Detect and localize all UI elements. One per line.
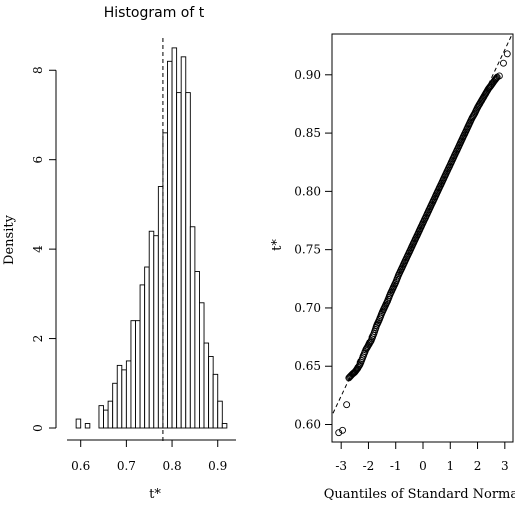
qq-point [491,76,499,84]
histogram-bar [75,418,82,429]
qq-y-axis: 0.60 0.65 0.70 0.75 0.80 0.85 0.90 [294,68,332,432]
histogram-bar [203,342,210,429]
histogram-y-axis-label: Density [2,214,17,265]
qq-point [492,75,500,83]
histogram-bar [107,400,114,429]
qq-y-tick-label: 0.85 [294,126,321,140]
qq-x-tick-label: 0 [419,459,427,473]
qq-points [335,50,511,437]
histogram-bar [167,60,173,429]
histogram-bar [84,423,91,429]
qq-point [355,362,363,370]
qq-point [500,59,507,67]
histogram-x-axis-label: t* [149,487,161,502]
histogram-bar [139,284,146,429]
histogram-bar [199,302,205,429]
qq-point [377,310,385,318]
histogram-x-tick-label: 0.9 [208,459,227,473]
qq-point [503,50,511,58]
qq-point [386,292,394,300]
histogram-bar [116,364,123,429]
histogram-bar [130,320,136,429]
histogram-y-tick-label: 0 [31,424,45,432]
histogram-bar [189,226,196,429]
histogram-bar [208,355,214,429]
histogram-y-tick-label: 2 [31,335,45,343]
qq-y-tick-label: 0.75 [294,243,321,257]
histogram-x-tick-label: 0.7 [117,459,136,473]
histogram-y-tick-label: 8 [31,66,45,74]
qq-y-axis-label: t* [270,239,285,251]
qq-point [470,112,477,120]
qq-y-tick-label: 0.80 [294,184,321,198]
histogram-bar [217,400,223,429]
histogram-bar [157,186,164,429]
histogram-bar [112,382,118,429]
qq-y-tick-label: 0.60 [294,418,321,432]
histogram-bar [221,423,228,429]
histogram-bar [180,56,187,429]
histogram-bar [153,235,159,429]
histogram-y-axis: 0 2 4 6 8 [31,66,57,432]
qq-y-tick-label: 0.70 [294,301,321,315]
qq-x-axis-label: Quantiles of Standard Normal [324,487,515,502]
histogram-bars [75,47,228,429]
qq-point [369,331,377,339]
histogram-x-tick-label: 0.6 [71,459,90,473]
qq-point [366,339,374,347]
qq-x-tick-label: -2 [363,459,375,473]
histogram-bar [103,409,109,429]
histogram-y-tick-label: 4 [31,245,45,253]
histogram-bar [212,373,219,429]
histogram-bar [176,92,182,429]
histogram-bar [121,369,127,429]
histogram-x-tick-label: 0.8 [163,459,182,473]
qq-y-tick-label: 0.90 [294,68,321,82]
qq-point [335,429,343,437]
histogram-bar [125,360,132,429]
histogram-bar [171,47,178,429]
qq-x-tick-label: -1 [390,459,402,473]
histogram-bar [148,230,155,429]
qq-y-tick-label: 0.65 [294,359,321,373]
qq-x-tick-label: 1 [446,459,454,473]
histogram-bar [144,266,150,429]
qq-x-tick-label: -3 [335,459,347,473]
qq-point [493,74,500,82]
histogram-bar [162,132,168,429]
qq-plot-panel: t* Quantiles of Standard Normal 0.60 0.65… [270,33,515,502]
histogram-y-tick-label: 6 [31,156,45,164]
histogram-bar [135,320,141,429]
histogram-title: Histogram of t [104,5,205,21]
qq-x-axis: -3 -2 -1 0 1 2 3 [335,442,509,473]
histogram-bar [194,271,200,429]
qq-point [394,273,402,281]
qq-point [339,426,346,434]
qq-point [343,401,351,409]
qq-x-tick-label: 3 [501,459,509,473]
histogram-bar [185,92,191,429]
qq-x-tick-label: 2 [474,459,482,473]
histogram-bar [98,405,104,429]
histogram-x-axis: 0.6 0.7 0.8 0.9 [67,439,236,473]
